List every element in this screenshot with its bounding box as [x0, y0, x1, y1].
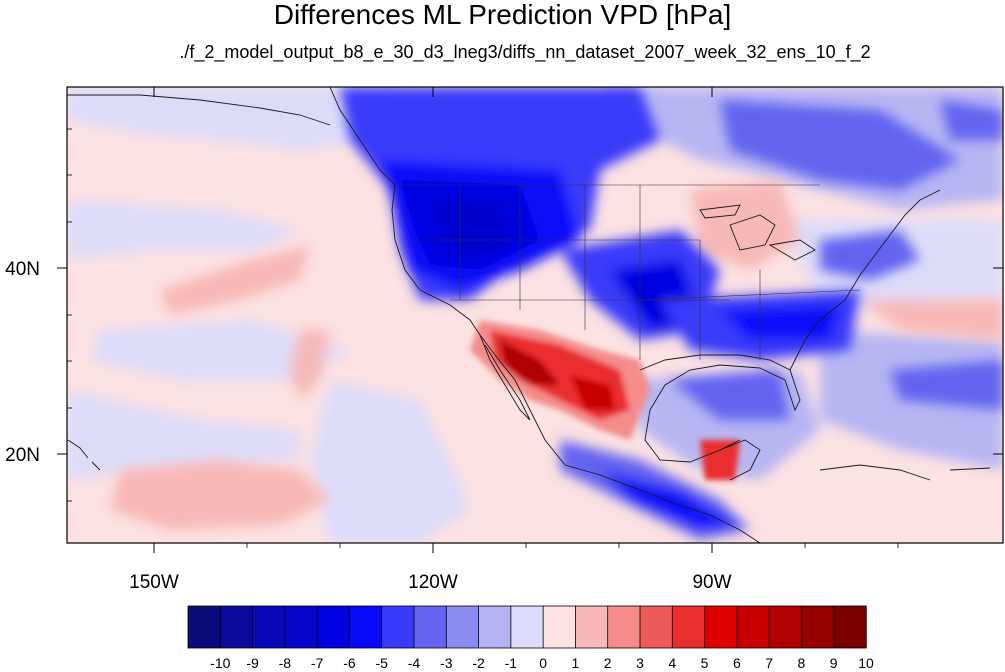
- colorbar-label: -1: [505, 655, 518, 671]
- colorbar-label: -3: [440, 655, 453, 671]
- colorbar-swatch: [478, 605, 512, 649]
- colorbar-label: -2: [472, 655, 485, 671]
- colorbar-swatch: [349, 605, 383, 649]
- colorbar-label: 1: [572, 655, 580, 671]
- colorbar-swatch: [445, 605, 480, 649]
- vpd-difference-field: [67, 87, 1003, 543]
- colorbar-swatch: [575, 605, 609, 649]
- colorbar-label: 8: [798, 655, 806, 671]
- colorbar-swatch: [381, 605, 415, 649]
- colorbar-label: 10: [858, 655, 874, 671]
- colorbar-label: 5: [701, 655, 709, 671]
- colorbar-label: -5: [375, 655, 388, 671]
- colorbar-swatch: [607, 605, 641, 649]
- colorbar-swatch: [187, 605, 221, 649]
- colorbar-label: -10: [210, 655, 230, 671]
- colorbar-swatch: [316, 605, 351, 649]
- map-subtitle: ./f_2_model_output_b8_e_30_d3_lneg3/diff…: [179, 42, 871, 62]
- state-borders: [395, 184, 861, 360]
- colorbar-label: -8: [279, 655, 292, 671]
- colorbar: [187, 605, 867, 649]
- colorbar-swatch: [833, 605, 867, 649]
- lon-tick-label: 150W: [129, 572, 179, 593]
- colorbar-swatch: [801, 605, 835, 649]
- colorbar-swatch: [639, 605, 673, 649]
- lon-tick-label: 120W: [408, 572, 458, 593]
- minor-ticks: [67, 128, 899, 548]
- colorbar-label: 3: [636, 655, 644, 671]
- lon-tick-label: 90W: [692, 572, 731, 593]
- axis-ticks: [57, 87, 1003, 553]
- colorbar-swatch: [413, 605, 447, 649]
- colorbar-swatch: [736, 605, 770, 649]
- colorbar-swatch: [284, 605, 318, 649]
- lat-tick-label: 20N: [5, 445, 40, 466]
- colorbar-swatch: [768, 605, 803, 649]
- colorbar-label: 9: [830, 655, 838, 671]
- colorbar-swatch: [704, 605, 738, 649]
- colorbar-swatch: [510, 605, 544, 649]
- map-title: Differences ML Prediction VPD [hPa]: [273, 0, 732, 30]
- colorbar-label: -6: [343, 655, 356, 671]
- colorbar-swatch: [219, 605, 254, 649]
- colorbar-swatch: [252, 605, 286, 649]
- colorbar-label: -7: [311, 655, 324, 671]
- colorbar-label: -4: [408, 655, 421, 671]
- colorbar-label: 0: [539, 655, 547, 671]
- lat-tick-label: 40N: [5, 259, 40, 280]
- colorbar-swatch: [671, 605, 706, 649]
- colorbar-label: 4: [668, 655, 676, 671]
- colorbar-label: -9: [246, 655, 259, 671]
- colorbar-label: 7: [765, 655, 773, 671]
- colorbar-label: 2: [604, 655, 612, 671]
- coastlines: [67, 87, 991, 543]
- colorbar-swatch: [542, 605, 577, 649]
- colorbar-labels: -10 -9 -8 -7 -6 -5 -4 -3 -2 -1 0 1 2 3 4 5 6 7 8 9 10: [210, 655, 874, 671]
- colorbar-label: 6: [733, 655, 741, 671]
